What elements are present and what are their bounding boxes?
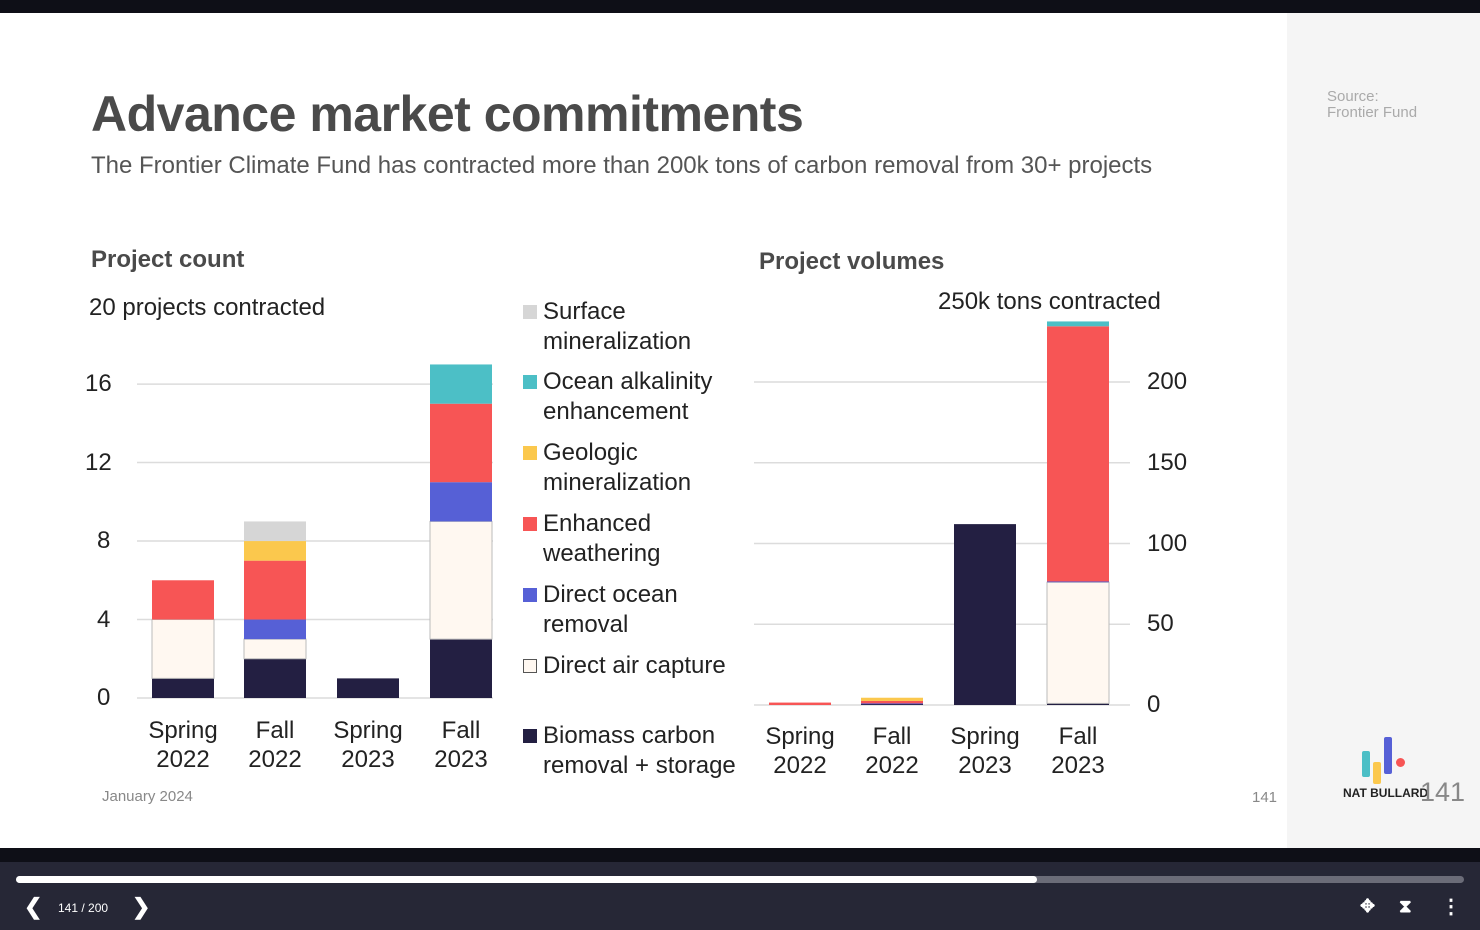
bar-segment <box>861 700 923 704</box>
chart-title-count: Project count <box>91 246 245 273</box>
legend-swatch <box>523 729 537 743</box>
legend-label: Direct air capture <box>543 652 726 679</box>
progress-bar[interactable] <box>16 876 1464 883</box>
y-tick-label: 16 <box>85 370 112 398</box>
y-tick-label: 4 <box>97 605 111 633</box>
legend-swatch <box>523 517 537 531</box>
slide-title: Advance market commitments <box>91 86 804 142</box>
bar-segment <box>430 403 492 483</box>
bar-segment <box>430 639 492 698</box>
legend-item: Surface mineralization <box>523 297 763 357</box>
brand-logo-icon <box>1360 736 1410 786</box>
bar-segment <box>152 678 214 698</box>
legend-item: Direct air capture <box>523 651 763 681</box>
top-bar <box>0 0 1480 13</box>
slide-counter: 141 / 200 <box>58 901 109 915</box>
legend-item: Geologic mineralization <box>523 438 763 498</box>
legend-item: Ocean alkalinity enhancement <box>523 367 763 427</box>
x-tick-label: Fall 2022 <box>865 723 919 779</box>
brand-page-number: 141 <box>1420 777 1466 807</box>
y-tick-label: 50 <box>1147 610 1174 638</box>
bar-segment <box>1047 321 1109 327</box>
slide-sidebar <box>1287 13 1480 848</box>
bar-segment <box>244 658 306 698</box>
y-tick-label: 150 <box>1147 448 1188 476</box>
x-tick-label: Fall 2022 <box>248 717 302 773</box>
legend-label: Direct ocean removal <box>543 581 678 638</box>
chart-annotation-count: 20 projects contracted <box>89 294 326 321</box>
y-tick-label: 12 <box>85 448 112 476</box>
bar-segment <box>1047 703 1109 705</box>
chevron-right-icon[interactable]: ❯ <box>132 894 151 919</box>
chart-title-volume: Project volumes <box>759 248 945 275</box>
slide-page-number: 141 <box>1252 789 1278 806</box>
bar-segment <box>244 521 306 542</box>
x-tick-label: Spring 2023 <box>950 723 1020 779</box>
bar-segment <box>861 697 923 701</box>
slide-subtitle: The Frontier Climate Fund has contracted… <box>91 152 1153 179</box>
legend-swatch <box>523 375 537 389</box>
legend-swatch <box>523 305 537 319</box>
bar-segment <box>244 560 306 620</box>
source-note: Source: Frontier Fund <box>1327 88 1418 121</box>
legend-swatch <box>523 446 537 460</box>
bar-segment <box>430 364 492 404</box>
legend-swatch <box>523 659 537 673</box>
bar-segment <box>769 702 831 705</box>
y-tick-label: 0 <box>97 684 111 711</box>
progress-fill <box>16 876 1037 883</box>
bar-segment <box>429 520 493 640</box>
more-vert-icon[interactable]: ⋮ <box>1441 896 1461 918</box>
bar-segment <box>151 619 215 679</box>
legend-label: Biomass carbon removal + storage <box>543 722 736 779</box>
viewer-controls: ❮ 141 / 200 ❯ ✥ ⧗ ⋮ <box>0 862 1480 930</box>
bar-segment <box>337 678 399 698</box>
legend-item: Biomass carbon removal + storage <box>523 721 763 781</box>
legend-item: Enhanced weathering <box>523 509 763 569</box>
fullscreen-icon[interactable]: ✥ <box>1360 896 1376 916</box>
x-tick-label: Spring 2023 <box>333 717 403 773</box>
bar-segment <box>954 524 1016 705</box>
cast-icon[interactable]: ⧗ <box>1399 896 1412 916</box>
x-tick-label: Spring 2022 <box>148 717 218 773</box>
bar-segment <box>430 482 492 522</box>
bar-segment <box>244 541 306 561</box>
legend-label: Geologic mineralization <box>543 439 692 496</box>
brand-name: NAT BULLARD <box>1343 786 1429 800</box>
legend-item: Direct ocean removal <box>523 580 763 640</box>
legend-label: Ocean alkalinity enhancement <box>543 368 713 425</box>
y-tick-label: 0 <box>1147 691 1161 718</box>
x-tick-label: Fall 2023 <box>434 717 488 773</box>
slide-date: January 2024 <box>102 788 193 805</box>
x-tick-label: Fall 2023 <box>1051 723 1105 779</box>
bar-segment <box>1046 581 1110 704</box>
x-tick-label: Spring 2022 <box>765 723 835 779</box>
legend-swatch <box>523 588 537 602</box>
legend-label: Enhanced weathering <box>543 510 661 567</box>
bar-segment <box>152 580 214 620</box>
chart-annotation-volume: 250k tons contracted <box>938 288 1161 315</box>
chevron-left-icon[interactable]: ❮ <box>24 894 43 919</box>
y-tick-label: 200 <box>1147 368 1188 395</box>
y-tick-label: 8 <box>97 527 111 555</box>
legend-label: Surface mineralization <box>543 298 692 355</box>
y-tick-label: 100 <box>1147 529 1188 557</box>
bar-segment <box>1047 326 1109 582</box>
bar-segment <box>243 638 307 660</box>
bar-segment <box>244 619 306 640</box>
